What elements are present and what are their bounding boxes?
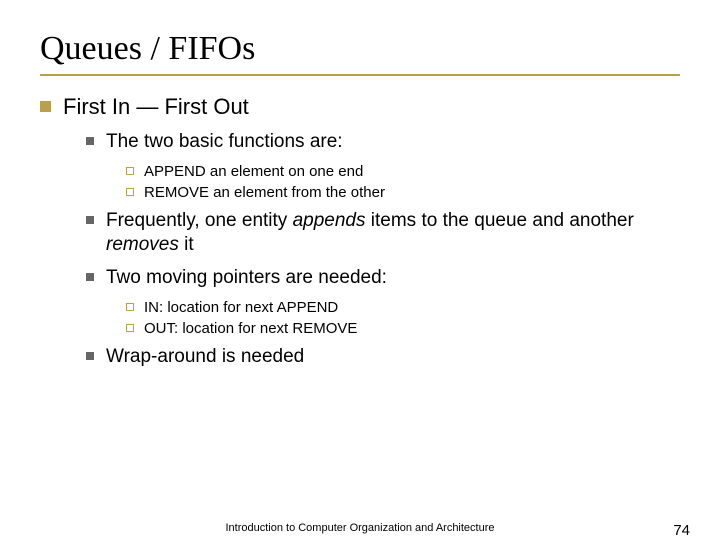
bullet-level1: First In — First Out	[40, 94, 680, 120]
slide-title: Queues / FIFOs	[40, 30, 680, 68]
footer-text: Introduction to Computer Organization an…	[0, 522, 720, 534]
bullet-level3: IN: location for next APPEND	[126, 299, 680, 316]
bullet-level2: Two moving pointers are needed:	[86, 266, 680, 291]
bullet2-text: Frequently, one entity appends items to …	[106, 209, 680, 258]
seg-italic: removes	[106, 234, 179, 255]
bullet-level2: The two basic functions are:	[86, 130, 680, 155]
square-bullet-icon	[86, 352, 94, 360]
bullet2-text: Wrap-around is needed	[106, 345, 304, 370]
bullet3-text: REMOVE an element from the other	[144, 184, 385, 201]
hollow-square-icon	[126, 324, 134, 332]
bullet1-text: First In — First Out	[63, 94, 249, 120]
square-bullet-icon	[86, 273, 94, 281]
bullet3-text: IN: location for next APPEND	[144, 299, 338, 316]
bullet-level3: APPEND an element on one end	[126, 163, 680, 180]
seg-italic: appends	[293, 210, 366, 231]
title-underline	[40, 74, 680, 76]
seg: items to the queue and another	[366, 210, 634, 231]
square-bullet-icon	[40, 101, 51, 112]
level3-list: APPEND an element on one end REMOVE an e…	[126, 163, 680, 201]
square-bullet-icon	[86, 216, 94, 224]
bullet3-text: APPEND an element on one end	[144, 163, 363, 180]
bullet-level2: Frequently, one entity appends items to …	[86, 209, 680, 258]
bullet-level2: Wrap-around is needed	[86, 345, 680, 370]
hollow-square-icon	[126, 188, 134, 196]
bullet3-text: OUT: location for next REMOVE	[144, 320, 357, 337]
level3-list: IN: location for next APPEND OUT: locati…	[126, 299, 680, 337]
bullet-level3: OUT: location for next REMOVE	[126, 320, 680, 337]
seg: it	[179, 234, 194, 255]
level2-list: The two basic functions are: APPEND an e…	[86, 130, 680, 369]
square-bullet-icon	[86, 137, 94, 145]
bullet-level3: REMOVE an element from the other	[126, 184, 680, 201]
bullet2-text: Two moving pointers are needed:	[106, 266, 387, 291]
seg: Frequently, one entity	[106, 210, 293, 231]
slide: Queues / FIFOs First In — First Out The …	[0, 0, 720, 540]
page-number: 74	[673, 522, 690, 539]
hollow-square-icon	[126, 303, 134, 311]
bullet2-text: The two basic functions are:	[106, 130, 343, 155]
hollow-square-icon	[126, 167, 134, 175]
